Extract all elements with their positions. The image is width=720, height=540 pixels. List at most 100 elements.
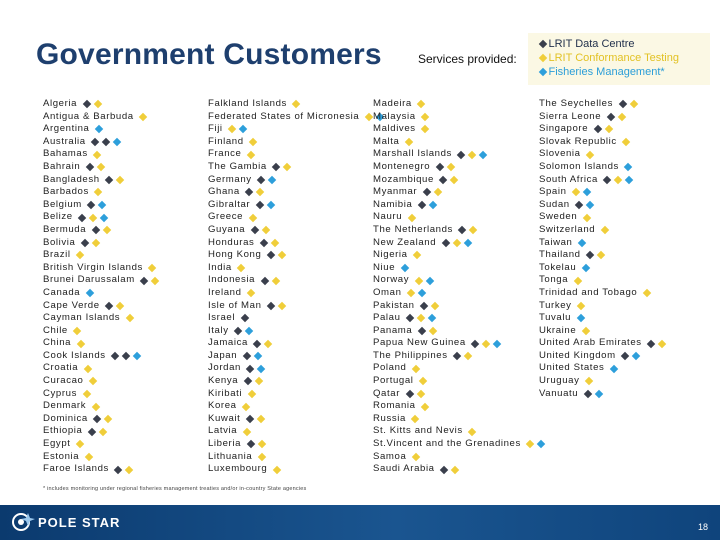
country-name: Belgium <box>43 198 82 210</box>
customer-row: Cyprus <box>43 388 161 401</box>
yellow-diamond-icon <box>93 100 102 109</box>
customer-row: Latvia <box>208 425 385 438</box>
dark-diamond-icon <box>245 188 254 197</box>
country-name: Slovenia <box>539 148 581 160</box>
dark-diamond-icon <box>439 465 449 474</box>
dark-diamond-icon <box>417 200 427 210</box>
country-name: Cyprus <box>43 387 77 399</box>
dark-diamond-icon <box>405 314 415 323</box>
customer-row: Faroe Islands <box>43 463 161 476</box>
yellow-diamond-icon <box>584 377 594 386</box>
customer-row: Switzerland <box>539 224 668 237</box>
blue-diamond-icon <box>609 364 619 374</box>
country-name: United Kingdom <box>539 349 616 361</box>
country-name: Denmark <box>43 400 87 412</box>
yellow-diamond-icon <box>277 251 287 260</box>
blue-diamond-icon <box>581 263 591 273</box>
dark-diamond-icon <box>250 225 259 235</box>
customer-row: Mozambique <box>373 174 547 187</box>
customer-row: Estonia <box>43 451 161 464</box>
yellow-diamond-icon <box>585 150 595 159</box>
country-name: Qatar <box>373 387 400 399</box>
country-name: Israel <box>208 312 236 324</box>
country-name: Switzerland <box>539 223 596 235</box>
yellow-diamond-icon <box>450 175 459 185</box>
yellow-diamond-icon <box>468 150 477 159</box>
customer-row: Panama <box>373 325 547 338</box>
customer-row: Malaysia <box>373 111 547 124</box>
customer-row: Fiji <box>208 123 385 136</box>
country-name: Kiribati <box>208 387 243 399</box>
legend-label: LRIT Data Centre <box>548 38 635 50</box>
customer-row: Israel <box>208 312 385 325</box>
country-name: Cape Verde <box>43 299 100 311</box>
legend-item-lrit-data-centre: LRIT Data Centre <box>537 38 635 50</box>
yellow-diamond-icon <box>248 137 258 147</box>
country-name: Niue <box>373 261 396 273</box>
dark-diamond-icon <box>266 251 276 260</box>
dark-diamond-icon <box>646 339 656 348</box>
country-name: Sudan <box>539 198 570 210</box>
customer-row: Federated States of Micronesia <box>208 111 385 124</box>
yellow-diamond-icon <box>416 314 426 323</box>
services-label: Services provided: <box>418 52 517 66</box>
customer-row: South Africa <box>539 174 668 187</box>
yellow-diamond-icon <box>407 213 416 222</box>
dark-diamond-icon <box>603 175 612 185</box>
country-name: Faroe Islands <box>43 463 109 475</box>
dark-diamond-icon <box>255 200 264 210</box>
country-name: Falkland Islands <box>208 98 287 109</box>
customer-row: Ukraine <box>539 325 668 338</box>
customer-row: France <box>208 148 385 161</box>
country-name: Slovak Republic <box>539 135 617 147</box>
country-name: Nigeria <box>373 249 408 261</box>
yellow-diamond-icon <box>104 414 113 424</box>
yellow-diamond-icon <box>75 440 85 449</box>
yellow-diamond-icon <box>248 213 257 222</box>
yellow-diamond-icon <box>83 364 92 374</box>
blue-diamond-icon <box>253 351 262 361</box>
blue-diamond-icon <box>266 200 275 210</box>
customer-row: The Philippines <box>373 350 547 363</box>
customer-row: Madeira <box>373 98 547 111</box>
country-name: Bermuda <box>43 223 87 235</box>
dark-diamond-icon <box>457 150 466 159</box>
customer-row: Kiribati <box>208 388 385 401</box>
customer-row: Liberia <box>208 438 385 451</box>
customer-row: United Kingdom <box>539 350 668 363</box>
customer-row: Saudi Arabia <box>373 463 547 476</box>
customer-row: The Netherlands <box>373 224 547 237</box>
dark-diamond-icon <box>405 389 414 399</box>
country-name: Marshall Islands <box>373 148 452 160</box>
legend-item-lrit-conformance-testing: LRIT Conformance Testing <box>537 52 679 64</box>
customer-row: Vanuatu <box>539 388 668 401</box>
customer-row: Taiwan <box>539 237 668 250</box>
customer-row: Jamaica <box>208 337 385 350</box>
country-name: Egypt <box>43 438 71 450</box>
customer-row: St. Kitts and Nevis <box>373 425 547 438</box>
customer-row: Barbados <box>43 186 161 199</box>
yellow-diamond-icon <box>573 276 582 285</box>
yellow-diamond-icon <box>264 339 273 348</box>
country-name: New Zealand <box>373 236 437 248</box>
country-name: Oman <box>373 286 402 298</box>
country-name: Barbados <box>43 186 89 198</box>
country-name: South Africa <box>539 173 598 185</box>
blue-diamond-icon <box>428 200 438 210</box>
customer-row: Tonga <box>539 274 668 287</box>
country-name: Antigua & Barbuda <box>43 110 134 122</box>
yellow-diamond-icon <box>115 175 125 185</box>
customer-row: Antigua & Barbuda <box>43 111 161 124</box>
customer-row: Bolivia <box>43 237 161 250</box>
country-name: Bahamas <box>43 148 88 160</box>
customer-row: China <box>43 337 161 350</box>
customer-row: Trinidad and Tobago <box>539 287 668 300</box>
yellow-diamond-icon <box>430 301 440 311</box>
yellow-diamond-icon <box>102 225 111 235</box>
customer-row: Poland <box>373 362 547 375</box>
dark-diamond-icon <box>233 326 243 336</box>
country-name: Romania <box>373 400 416 412</box>
yellow-diamond-icon <box>283 163 292 172</box>
dark-diamond-icon <box>458 225 467 235</box>
country-name: Italy <box>208 324 229 336</box>
